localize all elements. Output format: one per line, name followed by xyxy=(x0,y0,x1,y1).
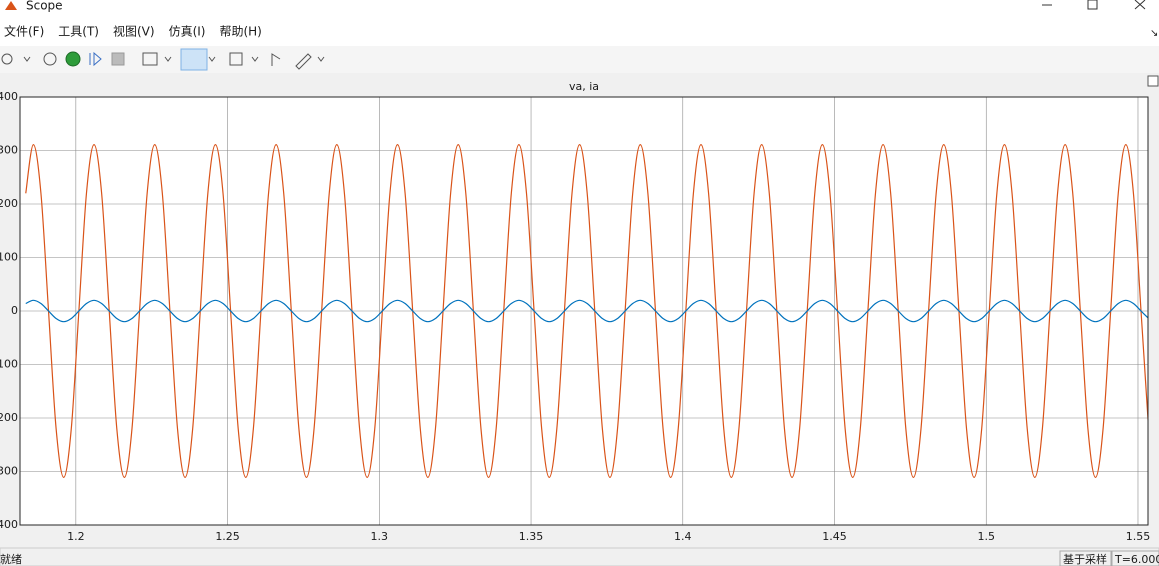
y-tick-label: 200 xyxy=(0,197,18,210)
status-mode: 基于采样 xyxy=(1063,552,1107,566)
menu-item[interactable]: 仿真(I) xyxy=(169,25,206,39)
stop-icon[interactable] xyxy=(111,52,125,66)
status-time: T=6.000 xyxy=(1114,553,1159,566)
dropdown-icon[interactable] xyxy=(317,56,325,62)
dock-arrow[interactable]: ↘ xyxy=(1150,28,1158,39)
y-tick-label: 100 xyxy=(0,251,18,264)
y-tick-label: 300 xyxy=(0,144,18,157)
y-tick-label: 300 xyxy=(0,465,18,478)
window-title: Scope xyxy=(26,0,63,13)
plot-frame xyxy=(19,96,1149,526)
toolbar xyxy=(0,46,1159,73)
x-tick-label: 1.5 xyxy=(978,530,996,543)
autoscale-icon[interactable] xyxy=(229,52,243,66)
x-tick-label: 1.25 xyxy=(215,530,240,543)
signal-line xyxy=(25,299,1148,323)
x-tick-label: 1.3 xyxy=(371,530,389,543)
x-tick-label: 1.2 xyxy=(67,530,85,543)
dropdown-icon[interactable] xyxy=(251,56,259,62)
y-tick-label: 400 xyxy=(0,518,18,531)
status-bar xyxy=(0,547,1159,566)
maximize-button[interactable] xyxy=(1087,0,1098,10)
x-tick-label: 1.55 xyxy=(1126,530,1151,543)
x-tick-label: 1.35 xyxy=(519,530,544,543)
menu-item[interactable]: 视图(V) xyxy=(113,24,155,39)
menu-item[interactable]: 文件(F) xyxy=(4,24,44,39)
zoom-icon[interactable] xyxy=(180,48,208,71)
toolbar-icons xyxy=(1,48,325,71)
menu-bar: 文件(F) 工具(T) 视图(V) 仿真(I) 帮助(H) xyxy=(4,24,262,39)
plot-title: va, ia xyxy=(569,80,599,93)
menu-item[interactable]: 帮助(H) xyxy=(219,25,261,39)
x-tick-label: 1.4 xyxy=(674,530,692,543)
status-box xyxy=(1059,550,1112,566)
settings-icon[interactable] xyxy=(1,53,13,65)
plot-lines xyxy=(25,144,1148,478)
restore-icon[interactable] xyxy=(1147,75,1159,87)
signal-line xyxy=(25,144,1148,478)
close-button[interactable] xyxy=(1134,0,1146,10)
y-tick-label: 100 xyxy=(0,358,18,371)
highlight-icon[interactable] xyxy=(142,52,158,66)
y-tick-label: 200 xyxy=(0,411,18,424)
dropdown-icon[interactable] xyxy=(164,56,172,62)
x-tick-label: 1.45 xyxy=(822,530,847,543)
grid xyxy=(20,96,1148,526)
measure-icon[interactable] xyxy=(295,53,312,70)
y-tick-label: 400 xyxy=(0,90,18,103)
status-text: 就绪 xyxy=(0,552,22,566)
title-menu-bg xyxy=(0,0,1159,46)
app-icon xyxy=(5,1,17,10)
menu-item[interactable]: 工具(T) xyxy=(58,25,99,39)
step-forward-icon[interactable] xyxy=(89,51,102,67)
dropdown-icon[interactable] xyxy=(208,56,216,62)
y-tick-label: 0 xyxy=(11,304,18,317)
dropdown-icon[interactable] xyxy=(23,56,31,62)
step-back-icon[interactable] xyxy=(43,52,57,66)
cursor-icon[interactable] xyxy=(271,53,281,66)
run-icon[interactable] xyxy=(65,51,81,67)
status-box xyxy=(1111,550,1159,566)
